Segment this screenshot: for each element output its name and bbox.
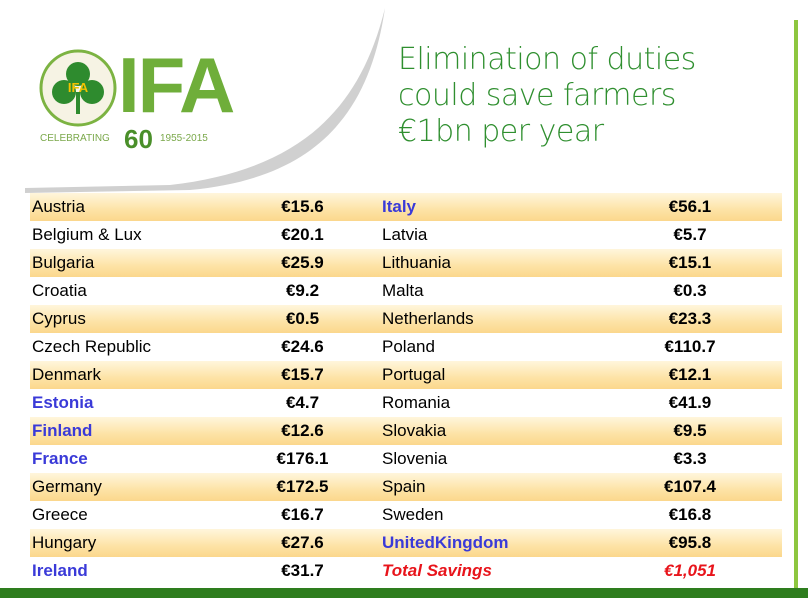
amount: €9.2 — [285, 281, 320, 300]
country: UnitedKingdom — [382, 533, 509, 552]
logo-letters: IFA — [68, 80, 89, 95]
amount: €172.5 — [276, 477, 329, 496]
table-row: Belgium & Lux €20.1 Latvia €5.7 — [30, 221, 782, 249]
amount: €1,051 — [664, 561, 716, 580]
amount: €41.9 — [668, 393, 712, 412]
amount: €25.9 — [281, 253, 324, 272]
table-row: Germany €172.5 Spain €107.4 — [30, 473, 782, 501]
table-row: Greece €16.7 Sweden €16.8 — [30, 501, 782, 529]
country: Belgium & Lux — [32, 225, 142, 244]
country: Hungary — [32, 533, 97, 552]
title-line: €1bn per year — [398, 114, 604, 149]
country: Romania — [382, 393, 451, 412]
country: Sweden — [382, 505, 444, 524]
country: Latvia — [382, 225, 428, 244]
country: Cyprus — [32, 309, 86, 328]
country: Ireland — [32, 561, 88, 580]
amount: €31.7 — [281, 561, 324, 580]
shamrock — [52, 62, 104, 114]
country: Estonia — [32, 393, 94, 412]
bottom-bar — [0, 588, 808, 598]
table-row: Croatia €9.2 Malta €0.3 — [30, 277, 782, 305]
country: Greece — [32, 505, 88, 524]
country: Lithuania — [382, 253, 452, 272]
table-row: Estonia €4.7 Romania €41.9 — [30, 389, 782, 417]
country: Malta — [382, 281, 424, 300]
swoosh — [25, 8, 385, 193]
amount: €5.7 — [673, 225, 707, 244]
right-border — [794, 20, 798, 590]
table-row: Finland €12.6 Slovakia €9.5 — [30, 417, 782, 445]
amount: €95.8 — [668, 533, 712, 552]
table-row: France €176.1 Slovenia €3.3 — [30, 445, 782, 473]
amount: €176.1 — [276, 449, 329, 468]
logo-sixty: 60 — [124, 124, 153, 154]
country: Germany — [32, 477, 102, 496]
amount: €0.5 — [285, 309, 320, 328]
country: Netherlands — [382, 309, 474, 328]
country: Slovakia — [382, 421, 447, 440]
table-row: Hungary €27.6 UnitedKingdom €95.8 — [30, 529, 782, 557]
country: Czech Republic — [32, 337, 152, 356]
country: Portugal — [382, 365, 446, 384]
country: Italy — [382, 197, 417, 216]
amount: €15.6 — [281, 197, 324, 216]
amount: €24.6 — [281, 337, 324, 356]
table-row: Austria €15.6 Italy €56.1 — [30, 193, 782, 221]
country: Croatia — [32, 281, 87, 300]
amount: €110.7 — [664, 337, 716, 356]
country: Bulgaria — [32, 253, 95, 272]
country: Austria — [32, 197, 85, 216]
amount: €20.1 — [281, 225, 324, 244]
title-line: could save farmers — [398, 78, 676, 113]
amount: €23.3 — [668, 309, 712, 328]
country: Total Savings — [382, 561, 492, 580]
amount: €15.1 — [668, 253, 712, 272]
amount: €56.1 — [668, 197, 712, 216]
amount: €16.7 — [281, 505, 324, 524]
logo-celebrating: CELEBRATING — [40, 133, 110, 144]
logo-seal — [39, 49, 117, 127]
logo-name: IFA — [118, 41, 235, 129]
amount: €9.5 — [673, 421, 707, 440]
amount: €12.6 — [281, 421, 324, 440]
country: France — [32, 449, 88, 468]
logo-years: 1955-2015 — [160, 133, 208, 144]
amount: €12.1 — [668, 365, 712, 384]
amount: €3.3 — [673, 449, 707, 468]
amount: €16.8 — [668, 505, 712, 524]
title-line: Elimination of duties — [398, 42, 696, 77]
amount: €107.4 — [664, 477, 716, 496]
title: Elimination of duties could save farmers €… — [398, 42, 696, 150]
amount: €0.3 — [673, 281, 707, 300]
table-row: Czech Republic €24.6 Poland €110.7 — [30, 333, 782, 361]
amount: €4.7 — [285, 393, 320, 412]
country: Finland — [32, 421, 93, 440]
country: Spain — [382, 477, 426, 496]
table-row: Cyprus €0.5 Netherlands €23.3 — [30, 305, 782, 333]
amount: €27.6 — [281, 533, 324, 552]
table-row: Ireland €31.7 Total Savings €1,051 — [30, 557, 782, 585]
table-row: Denmark €15.7 Portugal €12.1 — [30, 361, 782, 389]
country: Slovenia — [382, 449, 448, 468]
table-row: Bulgaria €25.9 Lithuania €15.1 — [30, 249, 782, 277]
country: Poland — [382, 337, 435, 356]
amount: €15.7 — [281, 365, 324, 384]
country: Denmark — [32, 365, 101, 384]
